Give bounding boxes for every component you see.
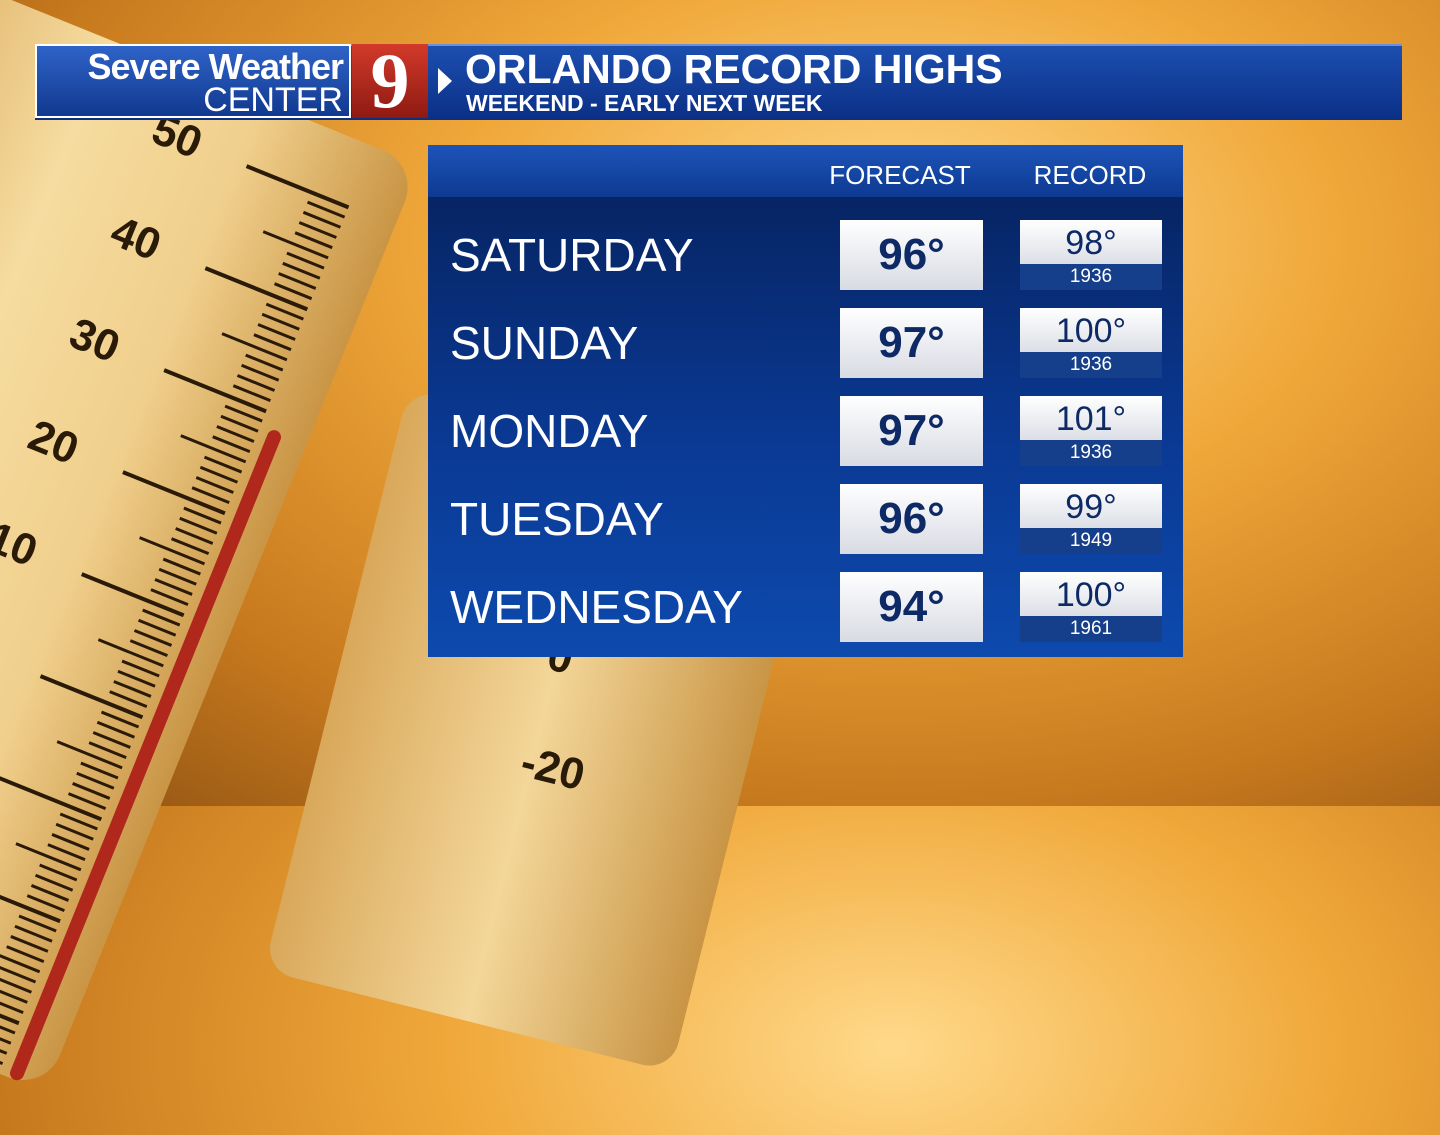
record-year: 1949 <box>1020 528 1162 554</box>
record-box: 99° <box>1020 484 1162 528</box>
forecast-box: 94° <box>840 572 983 642</box>
record-box: 100° <box>1020 308 1162 352</box>
record-year: 1936 <box>1020 352 1162 378</box>
scale-label: 30 <box>62 308 127 373</box>
scale-label: 20 <box>21 410 86 475</box>
mercury-tube <box>7 428 284 1083</box>
scale-label: 10 <box>0 512 45 577</box>
scale-label: 40 <box>103 206 168 271</box>
column-title: RECORD <box>1033 160 1147 190</box>
title: ORLANDO RECORD HIGHS <box>465 46 1003 92</box>
record-box: 100° <box>1020 572 1162 616</box>
brand-box: Severe Weather CENTER <box>35 44 351 118</box>
forecast-box: 96° <box>840 220 983 290</box>
record-box: 101° <box>1020 396 1162 440</box>
day-label: SATURDAY <box>450 229 694 281</box>
forecast-box: 97° <box>840 396 983 466</box>
arrow-icon <box>438 68 452 94</box>
brand-line1: Severe Weather <box>87 46 345 87</box>
column-header <box>428 145 1183 197</box>
column-title: FORECAST <box>829 160 971 190</box>
day-label: WEDNESDAY <box>450 581 744 633</box>
record-box: 98° <box>1020 220 1162 264</box>
day-label: TUESDAY <box>450 493 664 545</box>
record-year: 1936 <box>1020 440 1162 466</box>
channel-logo: 9 <box>352 42 428 120</box>
subtitle: WEEKEND - EARLY NEXT WEEK <box>466 90 823 116</box>
day-label: MONDAY <box>450 405 649 457</box>
day-label: SUNDAY <box>450 317 639 369</box>
scale-tick <box>245 164 350 210</box>
record-year: 1961 <box>1020 616 1162 642</box>
record-year: 1936 <box>1020 264 1162 290</box>
scale-label: -20 <box>516 737 590 801</box>
forecast-box: 97° <box>840 308 983 378</box>
brand-line2: CENTER <box>203 81 343 119</box>
forecast-box: 96° <box>840 484 983 554</box>
